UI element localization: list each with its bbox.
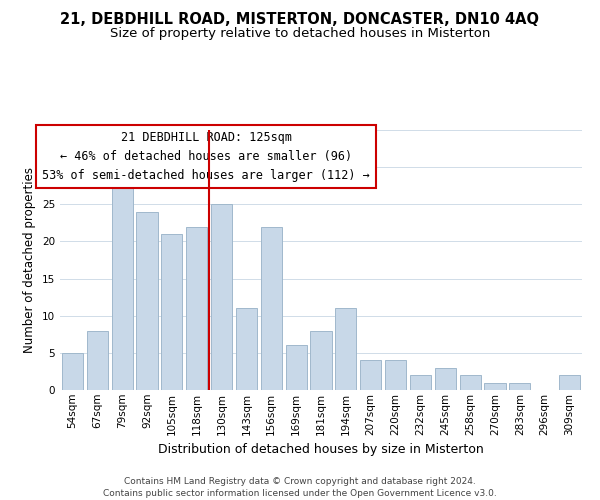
Y-axis label: Number of detached properties: Number of detached properties	[23, 167, 37, 353]
Bar	[136, 212, 158, 390]
Text: 21, DEBDHILL ROAD, MISTERTON, DONCASTER, DN10 4AQ: 21, DEBDHILL ROAD, MISTERTON, DONCASTER,…	[61, 12, 539, 28]
Bar	[410, 375, 431, 390]
Text: Size of property relative to detached houses in Misterton: Size of property relative to detached ho…	[110, 28, 490, 40]
Bar	[87, 330, 108, 390]
Bar	[484, 382, 506, 390]
Bar	[211, 204, 232, 390]
Text: 21 DEBDHILL ROAD: 125sqm
← 46% of detached houses are smaller (96)
53% of semi-d: 21 DEBDHILL ROAD: 125sqm ← 46% of detach…	[42, 132, 370, 182]
Bar	[261, 226, 282, 390]
Bar	[236, 308, 257, 390]
Bar	[112, 174, 133, 390]
Text: Contains HM Land Registry data © Crown copyright and database right 2024.: Contains HM Land Registry data © Crown c…	[124, 478, 476, 486]
Bar	[161, 234, 182, 390]
Bar	[360, 360, 381, 390]
Bar	[385, 360, 406, 390]
X-axis label: Distribution of detached houses by size in Misterton: Distribution of detached houses by size …	[158, 443, 484, 456]
Bar	[310, 330, 332, 390]
Bar	[335, 308, 356, 390]
Bar	[286, 346, 307, 390]
Bar	[62, 353, 83, 390]
Bar	[460, 375, 481, 390]
Text: Contains public sector information licensed under the Open Government Licence v3: Contains public sector information licen…	[103, 489, 497, 498]
Bar	[559, 375, 580, 390]
Bar	[435, 368, 456, 390]
Bar	[186, 226, 207, 390]
Bar	[509, 382, 530, 390]
